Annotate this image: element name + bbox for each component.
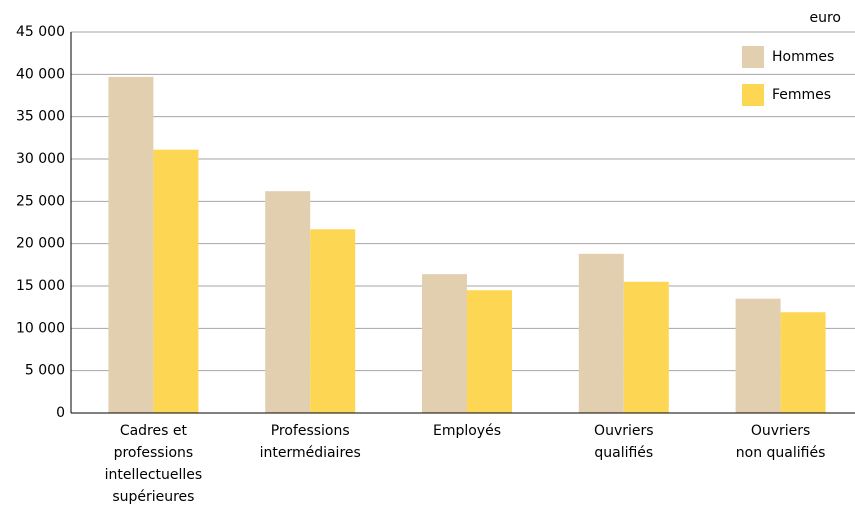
- x-tick-label: qualifiés: [594, 445, 653, 461]
- x-tick-label: supérieures: [112, 489, 194, 505]
- legend-label: Femmes: [772, 87, 831, 103]
- y-tick-label: 10 000: [16, 320, 65, 336]
- x-tick-label: Professions: [271, 423, 350, 439]
- y-tick-label: 5 000: [25, 363, 65, 379]
- y-tick-label: 40 000: [16, 66, 65, 82]
- y-tick-label: 35 000: [16, 109, 65, 125]
- bar: [422, 274, 467, 413]
- bar: [265, 191, 311, 413]
- y-tick-label: 25 000: [16, 193, 65, 209]
- bar: [780, 312, 826, 413]
- x-tick-label: Ouvriers: [594, 423, 654, 439]
- bar: [310, 229, 356, 413]
- x-tick-label: Cadres et: [120, 423, 188, 439]
- y-tick-label: 20 000: [16, 236, 65, 252]
- y-tick-label: 0: [56, 405, 65, 421]
- bar: [467, 290, 512, 413]
- bar: [623, 281, 669, 413]
- y-tick-label: 30 000: [16, 151, 65, 167]
- bar: [735, 298, 781, 413]
- x-tick-label: intellectuelles: [105, 467, 203, 483]
- legend-label: Hommes: [772, 49, 834, 65]
- bar: [108, 76, 154, 413]
- y-tick-label: 45 000: [16, 24, 65, 40]
- bar: [153, 149, 199, 414]
- legend-swatch: [742, 46, 764, 68]
- unit-label: euro: [810, 10, 842, 26]
- x-tick-label: Ouvriers: [751, 423, 811, 439]
- legend-swatch: [742, 84, 764, 106]
- x-tick-label: Employés: [433, 423, 501, 439]
- y-tick-label: 15 000: [16, 278, 65, 294]
- x-tick-label: professions: [114, 445, 194, 461]
- x-tick-label: intermédiaires: [260, 445, 361, 461]
- bar: [578, 253, 624, 413]
- x-tick-label: non qualifiés: [736, 445, 826, 461]
